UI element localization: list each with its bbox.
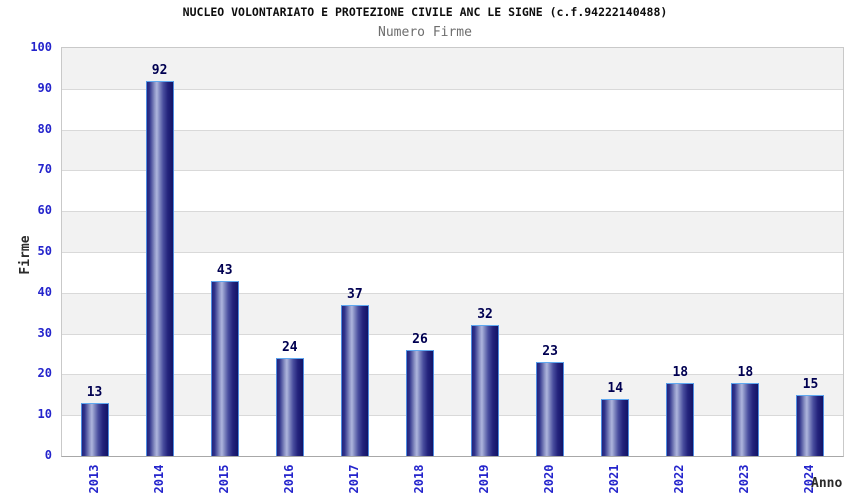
plot-band xyxy=(62,88,843,130)
gridline xyxy=(62,415,843,417)
x-tick-label: 2021 xyxy=(607,464,622,494)
x-tick-label: 2016 xyxy=(281,464,296,494)
bar-value-label: 37 xyxy=(347,287,363,303)
gridline xyxy=(62,88,843,90)
y-tick-label: 70 xyxy=(37,162,52,177)
y-tick-label: 100 xyxy=(30,40,52,54)
plot-band xyxy=(62,170,843,212)
bar-value-label: 18 xyxy=(672,364,689,380)
y-tick-label: 60 xyxy=(37,203,52,218)
bar-2022 xyxy=(666,382,695,456)
bar-2023 xyxy=(731,382,760,456)
gridline xyxy=(62,333,843,335)
bar-value-label: 13 xyxy=(86,384,103,400)
bar-value-label: 23 xyxy=(542,344,558,360)
plot-band xyxy=(62,252,843,293)
bar-2020 xyxy=(536,362,565,456)
bar-value-label: 14 xyxy=(607,380,624,396)
x-tick-label: 2015 xyxy=(216,464,231,494)
gridline xyxy=(62,170,843,172)
y-tick-label: 50 xyxy=(37,244,52,258)
bar-value-label: 43 xyxy=(216,262,233,278)
gridline xyxy=(62,292,843,294)
y-tick-label: 10 xyxy=(37,407,52,422)
chart-title: NUCLEO VOLONTARIATO E PROTEZIONE CIVILE … xyxy=(182,5,668,19)
gridline xyxy=(62,252,843,253)
bar-value-label: 24 xyxy=(281,340,298,356)
bar-2015 xyxy=(210,280,239,456)
bar-2018 xyxy=(405,349,434,456)
x-tick-label: 2013 xyxy=(86,464,101,494)
y-tick-label: 40 xyxy=(37,284,52,299)
x-tick-label: 2014 xyxy=(151,464,166,494)
y-tick-label: 0 xyxy=(44,448,52,462)
plot-band xyxy=(62,333,843,375)
x-tick-label: 2022 xyxy=(672,464,687,494)
y-tick-label: 20 xyxy=(37,366,52,381)
bar-2014 xyxy=(145,80,174,456)
bar-value-label: 32 xyxy=(477,307,493,323)
plot-band xyxy=(62,292,843,334)
x-tick-label: 2019 xyxy=(477,464,492,494)
chart-subtitle: Numero Firme xyxy=(378,25,472,40)
gridline xyxy=(62,129,843,131)
plot-band xyxy=(62,129,843,171)
x-tick-label: 2023 xyxy=(737,464,752,494)
plot-area: 13 92 43 24 37 26 32 23 14 18 18 15 xyxy=(61,47,844,457)
plot-band xyxy=(62,211,843,252)
y-tick-label: 80 xyxy=(37,121,52,136)
gridline xyxy=(62,211,843,213)
bar-2013 xyxy=(80,402,109,456)
bar-2021 xyxy=(601,398,630,456)
x-tick-label: 2020 xyxy=(542,464,557,494)
x-axis-title: Anno xyxy=(811,476,843,491)
bar-value-label: 92 xyxy=(151,62,168,78)
y-tick-label: 90 xyxy=(37,80,52,95)
plot-band xyxy=(62,374,843,416)
bar-value-label: 18 xyxy=(737,364,754,380)
x-tick-label: 2017 xyxy=(346,464,361,494)
plot-band xyxy=(62,48,843,89)
bar-2016 xyxy=(275,358,304,456)
bar-2024 xyxy=(796,394,825,456)
bar-2017 xyxy=(340,305,369,456)
gridline xyxy=(62,374,843,376)
bar-value-label: 26 xyxy=(412,331,428,347)
bar-2019 xyxy=(471,325,500,456)
plot-band xyxy=(62,415,843,456)
bar-value-label: 15 xyxy=(802,376,819,392)
y-tick-label: 30 xyxy=(37,325,52,340)
x-tick-label: 2018 xyxy=(411,464,426,494)
